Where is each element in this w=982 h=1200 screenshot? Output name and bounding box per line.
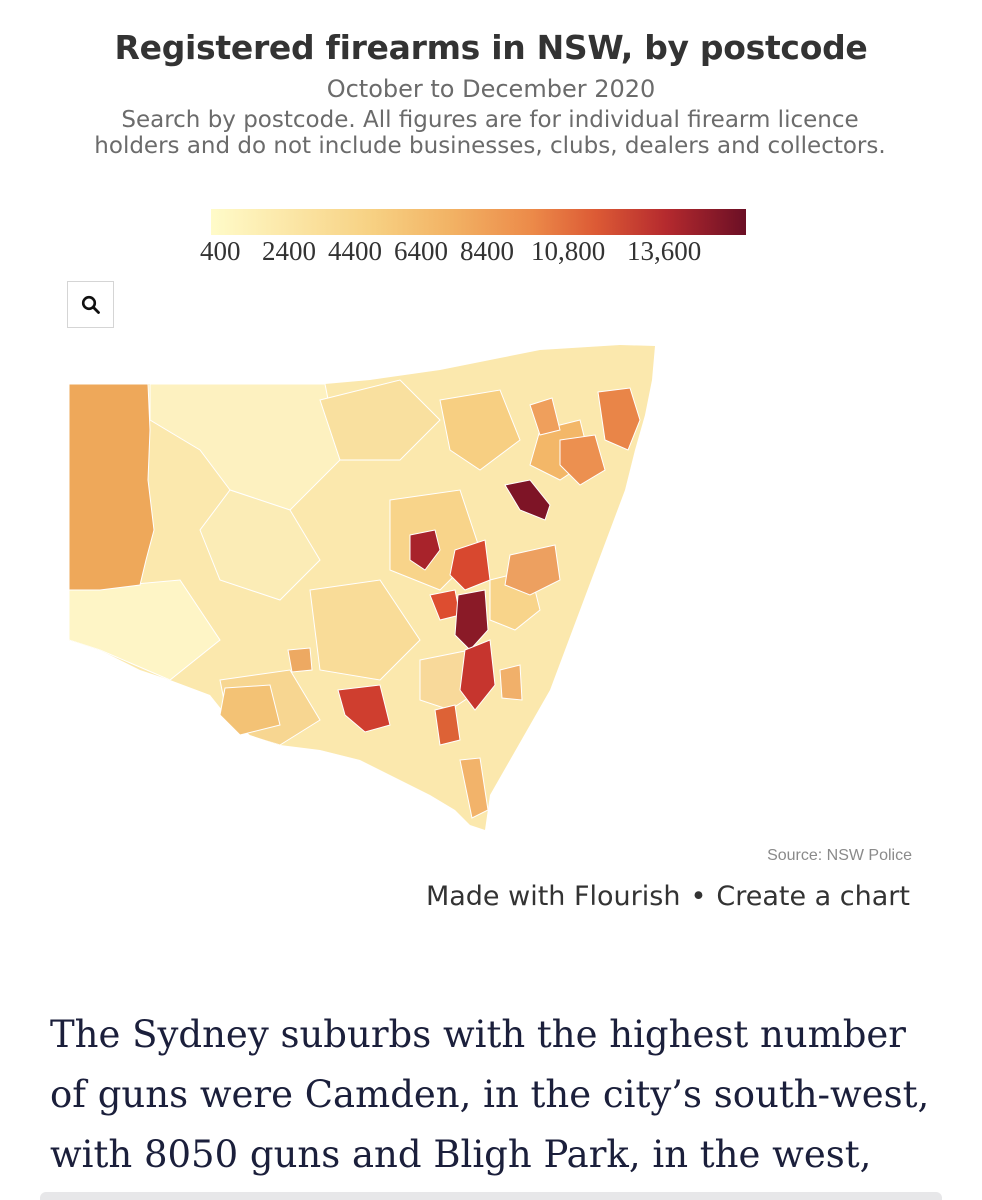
create-chart-link[interactable]: Create a chart — [716, 881, 910, 912]
legend-label: 6400 — [394, 236, 448, 266]
legend-color-scale — [211, 209, 746, 235]
chart-title: Registered firearms in NSW, by postcode — [114, 28, 868, 67]
legend-labels: 400 2400 4400 6400 8400 10,800 13,600 — [200, 236, 760, 270]
made-with-flourish-link[interactable]: Made with Flourish — [425, 881, 681, 912]
search-button[interactable] — [67, 281, 114, 328]
chart-description: Search by postcode. All figures are for … — [94, 107, 886, 159]
bottom-toolbar-edge — [40, 1192, 942, 1200]
source-note: Source: NSW Police — [767, 847, 912, 864]
chart-subtitle: October to December 2020 — [326, 75, 656, 103]
article-paragraph: The Sydney suburbs with the highest numb… — [50, 1013, 930, 1176]
flourish-credit: Made with Flourish • Create a chart — [426, 881, 910, 912]
search-icon — [81, 295, 100, 314]
separator-dot: • — [690, 881, 707, 912]
legend-label: 8400 — [460, 236, 514, 266]
legend-label: 13,600 — [627, 236, 702, 266]
legend-label: 400 — [200, 236, 241, 266]
nsw-postcode-map[interactable] — [60, 340, 670, 840]
legend-label: 4400 — [328, 236, 382, 266]
legend-label: 2400 — [262, 236, 316, 266]
legend-label: 10,800 — [531, 236, 606, 266]
